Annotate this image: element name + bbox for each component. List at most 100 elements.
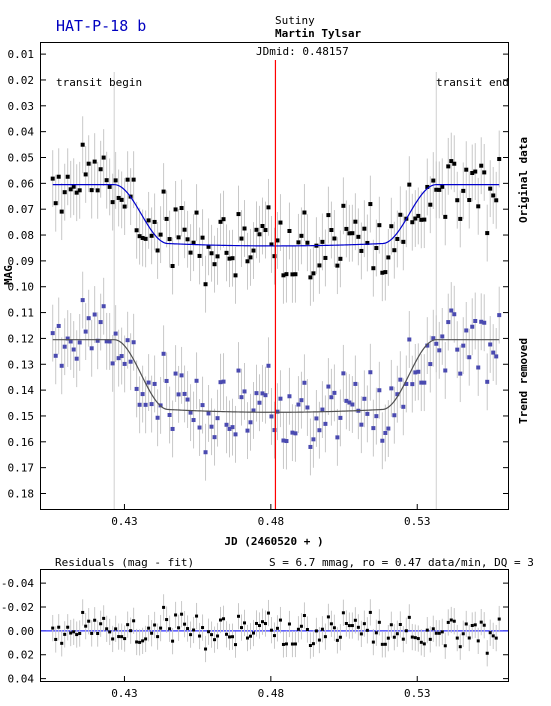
residual-point	[195, 614, 199, 618]
data-point	[497, 313, 502, 318]
data-point	[119, 354, 124, 359]
residual-point	[126, 623, 130, 627]
data-point	[383, 430, 388, 435]
residual-point	[317, 638, 321, 642]
data-point	[473, 318, 478, 323]
residual-point	[242, 621, 246, 625]
y-tick-label: 0.12	[8, 332, 35, 345]
residual-point	[377, 620, 381, 624]
data-point	[437, 348, 442, 353]
y-tick-label: 0.16	[8, 436, 35, 449]
residual-point	[296, 627, 300, 631]
data-point	[107, 339, 112, 344]
data-point	[224, 422, 229, 427]
data-point	[227, 426, 232, 431]
data-point	[197, 425, 202, 430]
data-point	[485, 379, 490, 384]
data-point	[353, 381, 358, 386]
data-point	[116, 356, 121, 361]
residual-point	[494, 636, 498, 640]
y-tick-label: 0.05	[8, 151, 35, 164]
data-point	[221, 379, 226, 384]
data-point	[494, 354, 499, 359]
data-point	[134, 386, 139, 391]
residual-point	[272, 634, 276, 638]
data-point	[191, 418, 196, 423]
residual-point	[326, 615, 330, 619]
data-point	[182, 391, 187, 396]
data-point	[185, 397, 190, 402]
data-point	[311, 437, 316, 442]
data-point	[401, 239, 406, 244]
data-point	[224, 250, 229, 255]
series-label-original: Original data	[517, 137, 530, 223]
data-point	[155, 248, 160, 253]
residual-point	[189, 633, 193, 637]
data-point	[491, 350, 496, 355]
residual-point	[171, 639, 175, 643]
data-point	[398, 377, 403, 382]
res-x-tick-label: 0.53	[404, 687, 431, 700]
data-point	[152, 381, 157, 386]
data-point	[56, 174, 61, 179]
data-point	[221, 217, 226, 222]
data-point	[317, 263, 322, 268]
residual-point	[260, 620, 264, 624]
data-point	[68, 339, 73, 344]
residual-point	[305, 627, 309, 631]
residual-point	[446, 620, 450, 624]
residual-point	[323, 635, 327, 639]
data-point	[197, 253, 202, 258]
residual-point	[66, 625, 70, 629]
residual-point	[383, 642, 387, 646]
data-point	[266, 205, 271, 210]
data-point	[290, 272, 295, 277]
data-point	[422, 217, 427, 222]
residual-point	[177, 626, 181, 630]
residual-point	[111, 637, 115, 641]
data-point	[275, 238, 280, 243]
residual-point	[228, 635, 232, 639]
data-point	[344, 226, 349, 231]
data-point	[212, 435, 217, 440]
data-point	[140, 235, 145, 240]
data-point	[212, 262, 217, 267]
data-point	[176, 392, 181, 397]
residual-point	[254, 621, 258, 625]
residual-point	[108, 630, 112, 634]
residual-point	[371, 640, 375, 644]
data-point	[281, 273, 286, 278]
data-point	[476, 365, 481, 370]
residual-point	[266, 611, 270, 615]
residual-point	[368, 610, 372, 614]
data-point	[218, 380, 223, 385]
data-point	[71, 184, 76, 189]
data-point	[110, 200, 115, 205]
residual-point	[284, 642, 288, 646]
data-point	[293, 272, 298, 277]
data-point	[425, 184, 430, 189]
data-point	[431, 178, 436, 183]
data-point	[464, 167, 469, 172]
data-point	[386, 426, 391, 431]
data-point	[176, 235, 181, 240]
data-point	[446, 320, 451, 325]
data-point	[413, 216, 418, 221]
data-point	[425, 343, 430, 348]
data-point	[482, 320, 487, 325]
residuals-stats: S = 6.7 mmag, ro = 0.47 data/min, DQ = 3	[269, 556, 534, 569]
data-point	[62, 190, 67, 195]
y-tick-label: 0.02	[8, 74, 35, 87]
res-y-tick-label: 0.04	[8, 673, 35, 686]
data-point	[182, 227, 187, 232]
data-point	[113, 331, 118, 336]
data-point	[65, 174, 70, 179]
x-tick-label: 0.53	[404, 515, 431, 528]
residual-point	[57, 625, 61, 629]
residual-point	[332, 626, 336, 630]
y-tick-label: 0.06	[8, 177, 35, 190]
data-point	[404, 381, 409, 386]
data-point	[95, 188, 100, 193]
data-point	[359, 422, 364, 427]
